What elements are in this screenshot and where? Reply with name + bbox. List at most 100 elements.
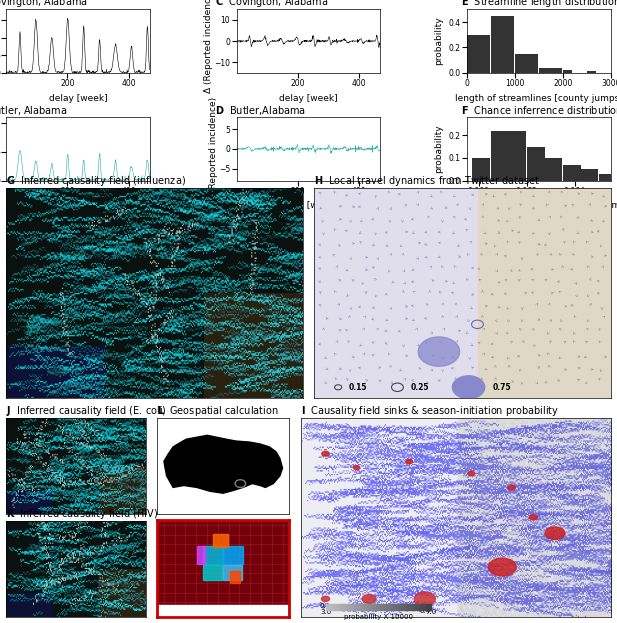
Text: $\bf{K}$  Inferred causality field (HIV): $\bf{K}$ Inferred causality field (HIV): [6, 507, 158, 521]
Bar: [391, 604, 392, 610]
Y-axis label: probability: probability: [434, 17, 443, 65]
Polygon shape: [164, 435, 283, 493]
Circle shape: [488, 558, 516, 576]
Bar: [333, 604, 334, 610]
Bar: [343, 604, 345, 610]
X-axis label: length of streamlines [county jumps]: length of streamlines [county jumps]: [455, 93, 617, 103]
Bar: [197, 546, 205, 564]
Bar: [420, 604, 423, 610]
Bar: [407, 604, 408, 610]
Bar: [382, 604, 384, 610]
Bar: [428, 604, 429, 610]
Bar: [355, 604, 357, 610]
Bar: [352, 604, 354, 610]
Bar: [223, 546, 243, 564]
Circle shape: [418, 337, 460, 366]
Text: probability X 10000: probability X 10000: [344, 614, 413, 620]
Text: 0.25: 0.25: [411, 383, 429, 392]
Text: $\bf{J}$  Inferred causality field (E. coli): $\bf{J}$ Inferred causality field (E. co…: [6, 404, 167, 418]
Circle shape: [452, 376, 485, 399]
Bar: [361, 604, 363, 610]
Bar: [467, 35, 490, 73]
Bar: [544, 158, 562, 181]
Circle shape: [362, 594, 376, 603]
Bar: [563, 70, 573, 73]
X-axis label: delay [week]: delay [week]: [49, 201, 107, 211]
Circle shape: [406, 460, 413, 464]
X-axis label: delay [week]: delay [week]: [49, 93, 107, 103]
Bar: [492, 131, 510, 181]
Bar: [204, 546, 223, 564]
Bar: [336, 604, 338, 610]
Bar: [412, 604, 414, 610]
Bar: [508, 131, 526, 181]
Bar: [326, 604, 328, 610]
Text: $\bf{H}$  Local travel dynamics from Twitter dataset: $\bf{H}$ Local travel dynamics from Twit…: [315, 174, 540, 188]
Bar: [392, 604, 394, 610]
Bar: [563, 164, 581, 181]
Text: $\bf{G}$  Inferred causality field (influenza): $\bf{G}$ Inferred causality field (influ…: [6, 174, 186, 188]
Text: 0.15: 0.15: [349, 383, 368, 392]
Bar: [357, 604, 359, 610]
Circle shape: [414, 592, 436, 606]
Circle shape: [354, 465, 360, 470]
Bar: [204, 564, 222, 580]
Bar: [417, 604, 419, 610]
Bar: [424, 604, 426, 610]
Y-axis label: Δ (Reported incidence): Δ (Reported incidence): [209, 97, 218, 201]
Bar: [397, 604, 400, 610]
Bar: [230, 571, 241, 583]
Text: $\bf{E}$  Streamline length distribution: $\bf{E}$ Streamline length distribution: [461, 0, 617, 9]
Bar: [396, 604, 398, 610]
Bar: [413, 604, 415, 610]
X-axis label: delay [week]: delay [week]: [279, 93, 338, 103]
Bar: [600, 174, 617, 181]
Bar: [539, 68, 562, 73]
Circle shape: [545, 527, 565, 540]
Bar: [426, 604, 428, 610]
Text: 0.1: 0.1: [320, 604, 331, 609]
Text: $\bf{L}$  Geospatial calculation: $\bf{L}$ Geospatial calculation: [157, 404, 279, 418]
Text: $\bf{B}$  Butler, Alabama: $\bf{B}$ Butler, Alabama: [0, 104, 68, 117]
Bar: [403, 604, 405, 610]
Text: $\bf{F}$  Chance inferrence distribution: $\bf{F}$ Chance inferrence distribution: [461, 105, 617, 117]
Text: 0.75: 0.75: [492, 383, 511, 392]
Bar: [415, 604, 417, 610]
Bar: [347, 604, 349, 610]
Bar: [378, 604, 380, 610]
Bar: [419, 604, 421, 610]
Bar: [376, 604, 379, 610]
Bar: [587, 72, 597, 73]
Bar: [399, 604, 402, 610]
Bar: [387, 604, 389, 610]
Bar: [389, 604, 391, 610]
Text: $\bf{C}$  Covington, Alabama: $\bf{C}$ Covington, Alabama: [215, 0, 328, 9]
X-axis label: delay [week]: delay [week]: [279, 201, 338, 211]
Bar: [528, 146, 545, 181]
Bar: [371, 604, 373, 610]
Bar: [364, 604, 366, 610]
Bar: [515, 54, 538, 73]
Bar: [375, 604, 377, 610]
Bar: [362, 604, 365, 610]
Text: 0.25: 0.25: [361, 605, 377, 611]
Text: 3.0: 3.0: [320, 609, 331, 615]
Bar: [349, 604, 350, 610]
Circle shape: [321, 596, 329, 601]
Bar: [410, 604, 412, 610]
Bar: [359, 604, 361, 610]
Bar: [370, 604, 371, 610]
Bar: [354, 604, 356, 610]
Bar: [366, 604, 368, 610]
Bar: [491, 16, 514, 73]
Bar: [384, 604, 386, 610]
Bar: [339, 604, 342, 610]
Bar: [405, 604, 407, 610]
Bar: [334, 604, 336, 610]
Bar: [472, 158, 491, 181]
Bar: [331, 604, 333, 610]
Bar: [373, 604, 375, 610]
Circle shape: [322, 451, 329, 456]
Bar: [580, 169, 598, 181]
Circle shape: [529, 515, 537, 520]
